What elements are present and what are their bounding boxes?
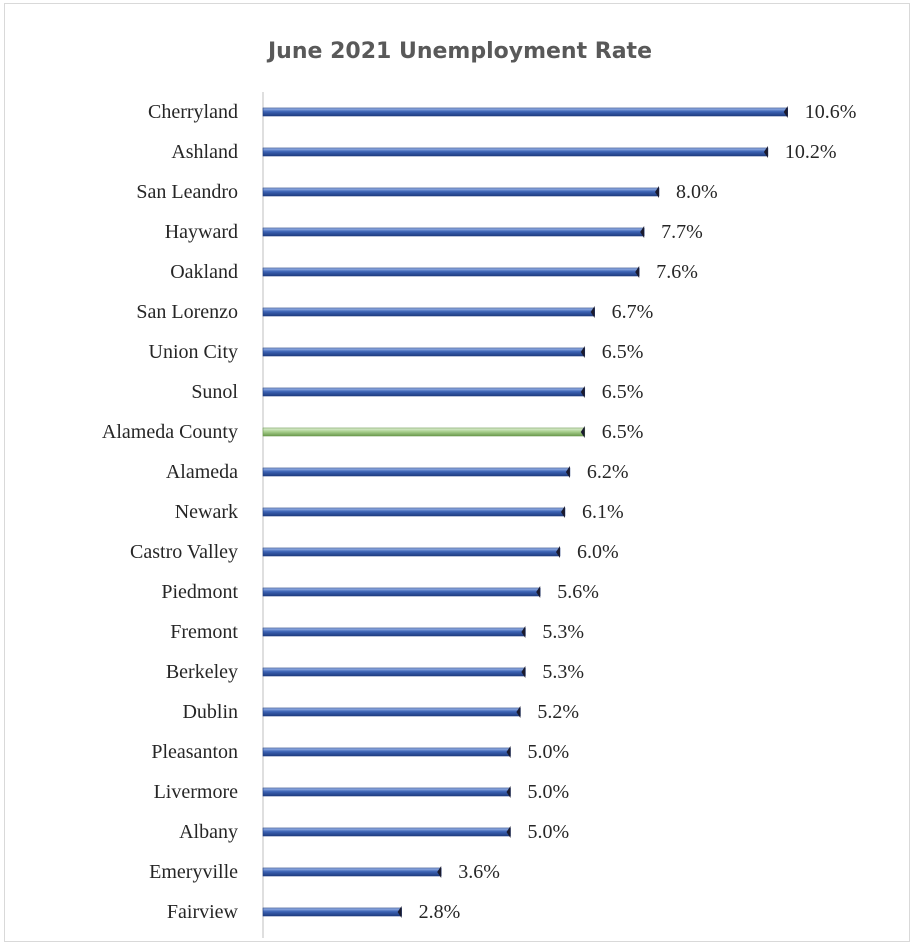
bar <box>262 587 541 597</box>
data-label: 5.3% <box>542 661 584 683</box>
category-label: Oakland <box>170 261 238 283</box>
bars-layer: Cherryland 10.6% Ashland 10.2% San Leandro 8.… <box>102 101 856 923</box>
bar <box>262 707 521 717</box>
bar-highlight <box>262 427 586 437</box>
bar <box>262 467 571 477</box>
bar-end-cap <box>640 226 645 238</box>
bar-end-cap <box>397 906 402 918</box>
bar-end-cap <box>565 466 570 478</box>
bar-end-cap <box>580 426 585 438</box>
data-label: 3.6% <box>458 861 500 883</box>
category-label: Cherryland <box>148 101 238 123</box>
bar <box>262 107 789 117</box>
bar-end-cap <box>437 866 442 878</box>
data-label: 5.0% <box>528 821 570 843</box>
category-label: Hayward <box>165 221 238 243</box>
data-label: 5.2% <box>537 701 579 723</box>
bar-end-cap <box>635 266 640 278</box>
bar <box>262 827 511 837</box>
data-label: 6.0% <box>577 541 619 563</box>
bar <box>262 667 526 677</box>
data-label: 6.7% <box>612 301 654 323</box>
category-label: Dublin <box>182 701 238 723</box>
category-label: Union City <box>149 341 238 363</box>
data-label: 5.0% <box>528 781 570 803</box>
bar-end-cap <box>516 706 521 718</box>
bar <box>262 867 442 877</box>
bar-end-cap <box>590 306 595 318</box>
category-label: Ashland <box>171 141 238 163</box>
data-label: 10.6% <box>805 101 857 123</box>
chart-frame: June 2021 Unemployment Rate Cherryland 10… <box>4 3 910 942</box>
bar <box>262 187 660 197</box>
data-label: 8.0% <box>676 181 718 203</box>
bar <box>262 387 586 397</box>
category-label: San Leandro <box>136 181 238 203</box>
data-label: 5.3% <box>542 621 584 643</box>
bar <box>262 547 561 557</box>
bar <box>262 227 645 237</box>
data-label: 6.5% <box>602 381 644 403</box>
bar <box>262 907 402 917</box>
data-label: 6.5% <box>602 421 644 443</box>
category-label: Albany <box>179 821 238 843</box>
data-label: 7.7% <box>661 221 703 243</box>
category-label: Alameda County <box>102 421 238 443</box>
bar-end-cap <box>506 746 511 758</box>
bar-end-cap <box>506 826 511 838</box>
bar-end-cap <box>655 186 659 198</box>
bar <box>262 267 640 277</box>
bar-end-cap <box>580 346 585 358</box>
category-label: Piedmont <box>161 581 238 603</box>
bar <box>262 787 511 797</box>
data-label: 5.0% <box>528 741 570 763</box>
bar <box>262 307 595 317</box>
bar <box>262 507 566 517</box>
category-label: Fremont <box>170 621 238 643</box>
bar-end-cap <box>580 386 585 398</box>
bar-end-cap <box>783 106 788 118</box>
category-label: Newark <box>175 501 238 523</box>
bar-end-cap <box>763 146 768 158</box>
category-label: Sunol <box>191 381 238 403</box>
bar <box>262 147 769 157</box>
category-label: Fairview <box>167 901 239 923</box>
bar-end-cap <box>506 786 511 798</box>
category-label: San Lorenzo <box>136 301 238 323</box>
bar-end-cap <box>521 666 526 678</box>
category-label: Livermore <box>154 781 239 803</box>
data-label: 6.2% <box>587 461 629 483</box>
category-label: Castro Valley <box>130 541 238 563</box>
data-label: 5.6% <box>557 581 599 603</box>
category-label: Berkeley <box>166 661 238 683</box>
bar <box>262 347 586 357</box>
data-label: 6.5% <box>602 341 644 363</box>
bar <box>262 747 511 757</box>
bar-end-cap <box>521 626 526 638</box>
data-label: 6.1% <box>582 501 624 523</box>
data-label: 7.6% <box>656 261 698 283</box>
category-label: Alameda <box>166 461 238 483</box>
bar <box>262 627 526 637</box>
category-label: Pleasanton <box>151 741 238 763</box>
bar-end-cap <box>560 506 565 518</box>
bar-chart: June 2021 Unemployment Rate Cherryland 10… <box>102 39 856 938</box>
chart-title: June 2021 Unemployment Rate <box>266 39 652 64</box>
category-label: Emeryville <box>149 861 238 883</box>
data-label: 2.8% <box>419 901 461 923</box>
bar-end-cap <box>536 586 541 598</box>
bar-end-cap <box>556 546 560 558</box>
data-label: 10.2% <box>785 141 837 163</box>
